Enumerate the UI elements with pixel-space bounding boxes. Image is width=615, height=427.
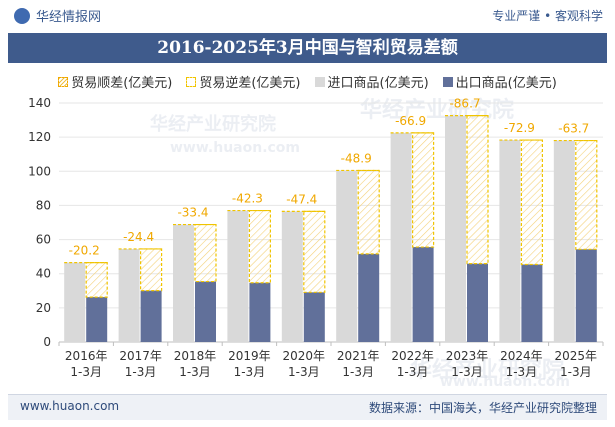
labels-layer: 0 20 40 60 80 100 120 140 -20.2 2016年 1-3月 -24.4 201… xyxy=(28,96,597,379)
legend-label-export: 出口商品(亿美元) xyxy=(455,76,557,91)
x-tick-label: 1-3月 xyxy=(506,365,538,379)
deficit-hatch xyxy=(195,224,216,282)
watermark: 华经产业研究院 xyxy=(410,358,565,383)
import-bar xyxy=(390,132,412,342)
bars-layer xyxy=(64,115,598,342)
title-bar: 2016-2025年3月中国与智利贸易差额 xyxy=(8,33,607,63)
deficit-hatch xyxy=(521,140,543,265)
import-bar xyxy=(173,224,194,342)
x-tick-label: 1-3月 xyxy=(451,365,483,379)
x-tick-label: 2018年 xyxy=(174,349,217,363)
watermark: www.huaon.com xyxy=(170,140,301,156)
deficit-hatch xyxy=(86,262,108,298)
import-bar xyxy=(64,262,86,342)
import-bar xyxy=(499,140,521,342)
deficit-value-label: -33.4 xyxy=(177,206,208,220)
x-tick-label: 2024年 xyxy=(500,349,543,363)
import-bar xyxy=(227,210,249,342)
export-bar xyxy=(195,281,216,342)
x-tick-label: 2025年 xyxy=(555,349,598,363)
deficit-hatch xyxy=(249,210,271,283)
export-bar xyxy=(86,297,108,342)
deficit-value-label: -66.9 xyxy=(395,114,426,128)
export-bar xyxy=(412,247,434,342)
website-link[interactable]: www.huaon.com xyxy=(20,399,120,413)
legend-swatch-deficit xyxy=(186,76,197,87)
x-tick-label: 1-3月 xyxy=(70,365,102,379)
import-bar xyxy=(336,170,358,342)
x-tick-label: 1-3月 xyxy=(560,365,592,379)
tagline: 专业严谨 • 客观科学 xyxy=(492,9,603,23)
import-bar xyxy=(445,115,466,342)
y-tick-label: 20 xyxy=(36,301,51,315)
deficit-hatch xyxy=(303,211,325,293)
chart-title: 2016-2025年3月中国与智利贸易差额 xyxy=(157,38,458,58)
deficit-hatch xyxy=(358,170,380,254)
y-tick-label: 60 xyxy=(36,233,51,247)
x-tick-label: 1-3月 xyxy=(179,365,211,379)
x-tick-label: 2016年 xyxy=(65,349,108,363)
deficit-value-label: -72.9 xyxy=(504,121,535,135)
x-tick-label: 2022年 xyxy=(391,349,434,363)
x-tick-label: 2021年 xyxy=(337,349,380,363)
x-tick-label: 2020年 xyxy=(283,349,326,363)
legend-swatch-export xyxy=(442,76,453,87)
y-tick-label: 40 xyxy=(36,267,51,281)
brand-name: 华经情报网 xyxy=(36,10,102,25)
data-source: 数据来源：中国海关，华经产业研究院整理 xyxy=(368,401,597,415)
legend-swatch-import xyxy=(314,76,325,87)
deficit-hatch xyxy=(140,248,162,291)
import-bar xyxy=(118,248,140,342)
y-tick-label: 100 xyxy=(28,164,51,178)
export-bar xyxy=(249,282,271,342)
x-tick-label: 1-3月 xyxy=(125,365,157,379)
watermark: 华经产业研究院 xyxy=(150,114,276,135)
chart-legend: 贸易顺差(亿美元) 贸易逆差(亿美元) 进口商品(亿美元) 出口商品(亿美元) xyxy=(0,72,615,91)
x-tick-label: 2017年 xyxy=(119,349,162,363)
legend-item-export: 出口商品(亿美元) xyxy=(442,72,557,91)
x-tick-label: 1-3月 xyxy=(234,365,266,379)
y-tick-label: 120 xyxy=(28,130,51,144)
deficit-hatch xyxy=(467,115,488,264)
watermark: www.huaon.com xyxy=(440,374,571,390)
legend-swatch-surplus xyxy=(58,76,69,87)
y-tick-label: 0 xyxy=(43,335,51,349)
x-tick-label: 1-3月 xyxy=(288,365,320,379)
legend-item-deficit: 贸易逆差(亿美元) xyxy=(186,72,301,91)
legend-label-deficit: 贸易逆差(亿美元) xyxy=(199,76,301,91)
deficit-value-label: -86.7 xyxy=(449,97,480,111)
legend-label-surplus: 贸易顺差(亿美元) xyxy=(71,76,173,91)
footer: www.huaon.com 数据来源：中国海关，华经产业研究院整理 xyxy=(8,394,607,420)
import-bar xyxy=(281,211,303,342)
legend-item-import: 进口商品(亿美元) xyxy=(314,72,429,91)
watermark: 华经产业研究院 xyxy=(360,98,515,123)
deficit-value-label: -47.4 xyxy=(286,192,317,206)
y-tick-label: 80 xyxy=(36,198,51,212)
export-bar xyxy=(303,292,325,342)
deficit-value-label: -42.3 xyxy=(232,192,263,206)
export-bar xyxy=(575,249,597,342)
deficit-hatch xyxy=(412,132,434,248)
deficit-value-label: -24.4 xyxy=(123,230,154,244)
export-bar xyxy=(140,290,162,342)
export-bar xyxy=(521,264,543,342)
legend-label-import: 进口商品(亿美元) xyxy=(327,76,429,91)
deficit-value-label: -48.9 xyxy=(341,151,372,165)
brand-logo-icon xyxy=(14,7,30,24)
deficit-value-label: -20.2 xyxy=(69,244,100,258)
x-tick-label: 1-3月 xyxy=(342,365,374,379)
deficit-hatch xyxy=(575,140,597,250)
x-tick-label: 2019年 xyxy=(228,349,271,363)
trade-balance-chart: 0 20 40 60 80 100 120 140 -20.2 2016年 1-3月 -24.4 201… xyxy=(28,96,604,379)
export-bar xyxy=(358,253,380,342)
deficit-value-label: -63.7 xyxy=(558,122,589,136)
top-bar: 华经情报网 专业严谨 • 客观科学 xyxy=(0,0,615,30)
legend-item-surplus: 贸易顺差(亿美元) xyxy=(58,72,172,91)
x-tick-label: 1-3月 xyxy=(397,365,429,379)
y-tick-label: 140 xyxy=(28,96,51,110)
x-tick-label: 2023年 xyxy=(446,349,489,363)
export-bar xyxy=(467,263,488,342)
brand[interactable]: 华经情报网 xyxy=(14,6,101,25)
import-bar xyxy=(553,140,575,342)
